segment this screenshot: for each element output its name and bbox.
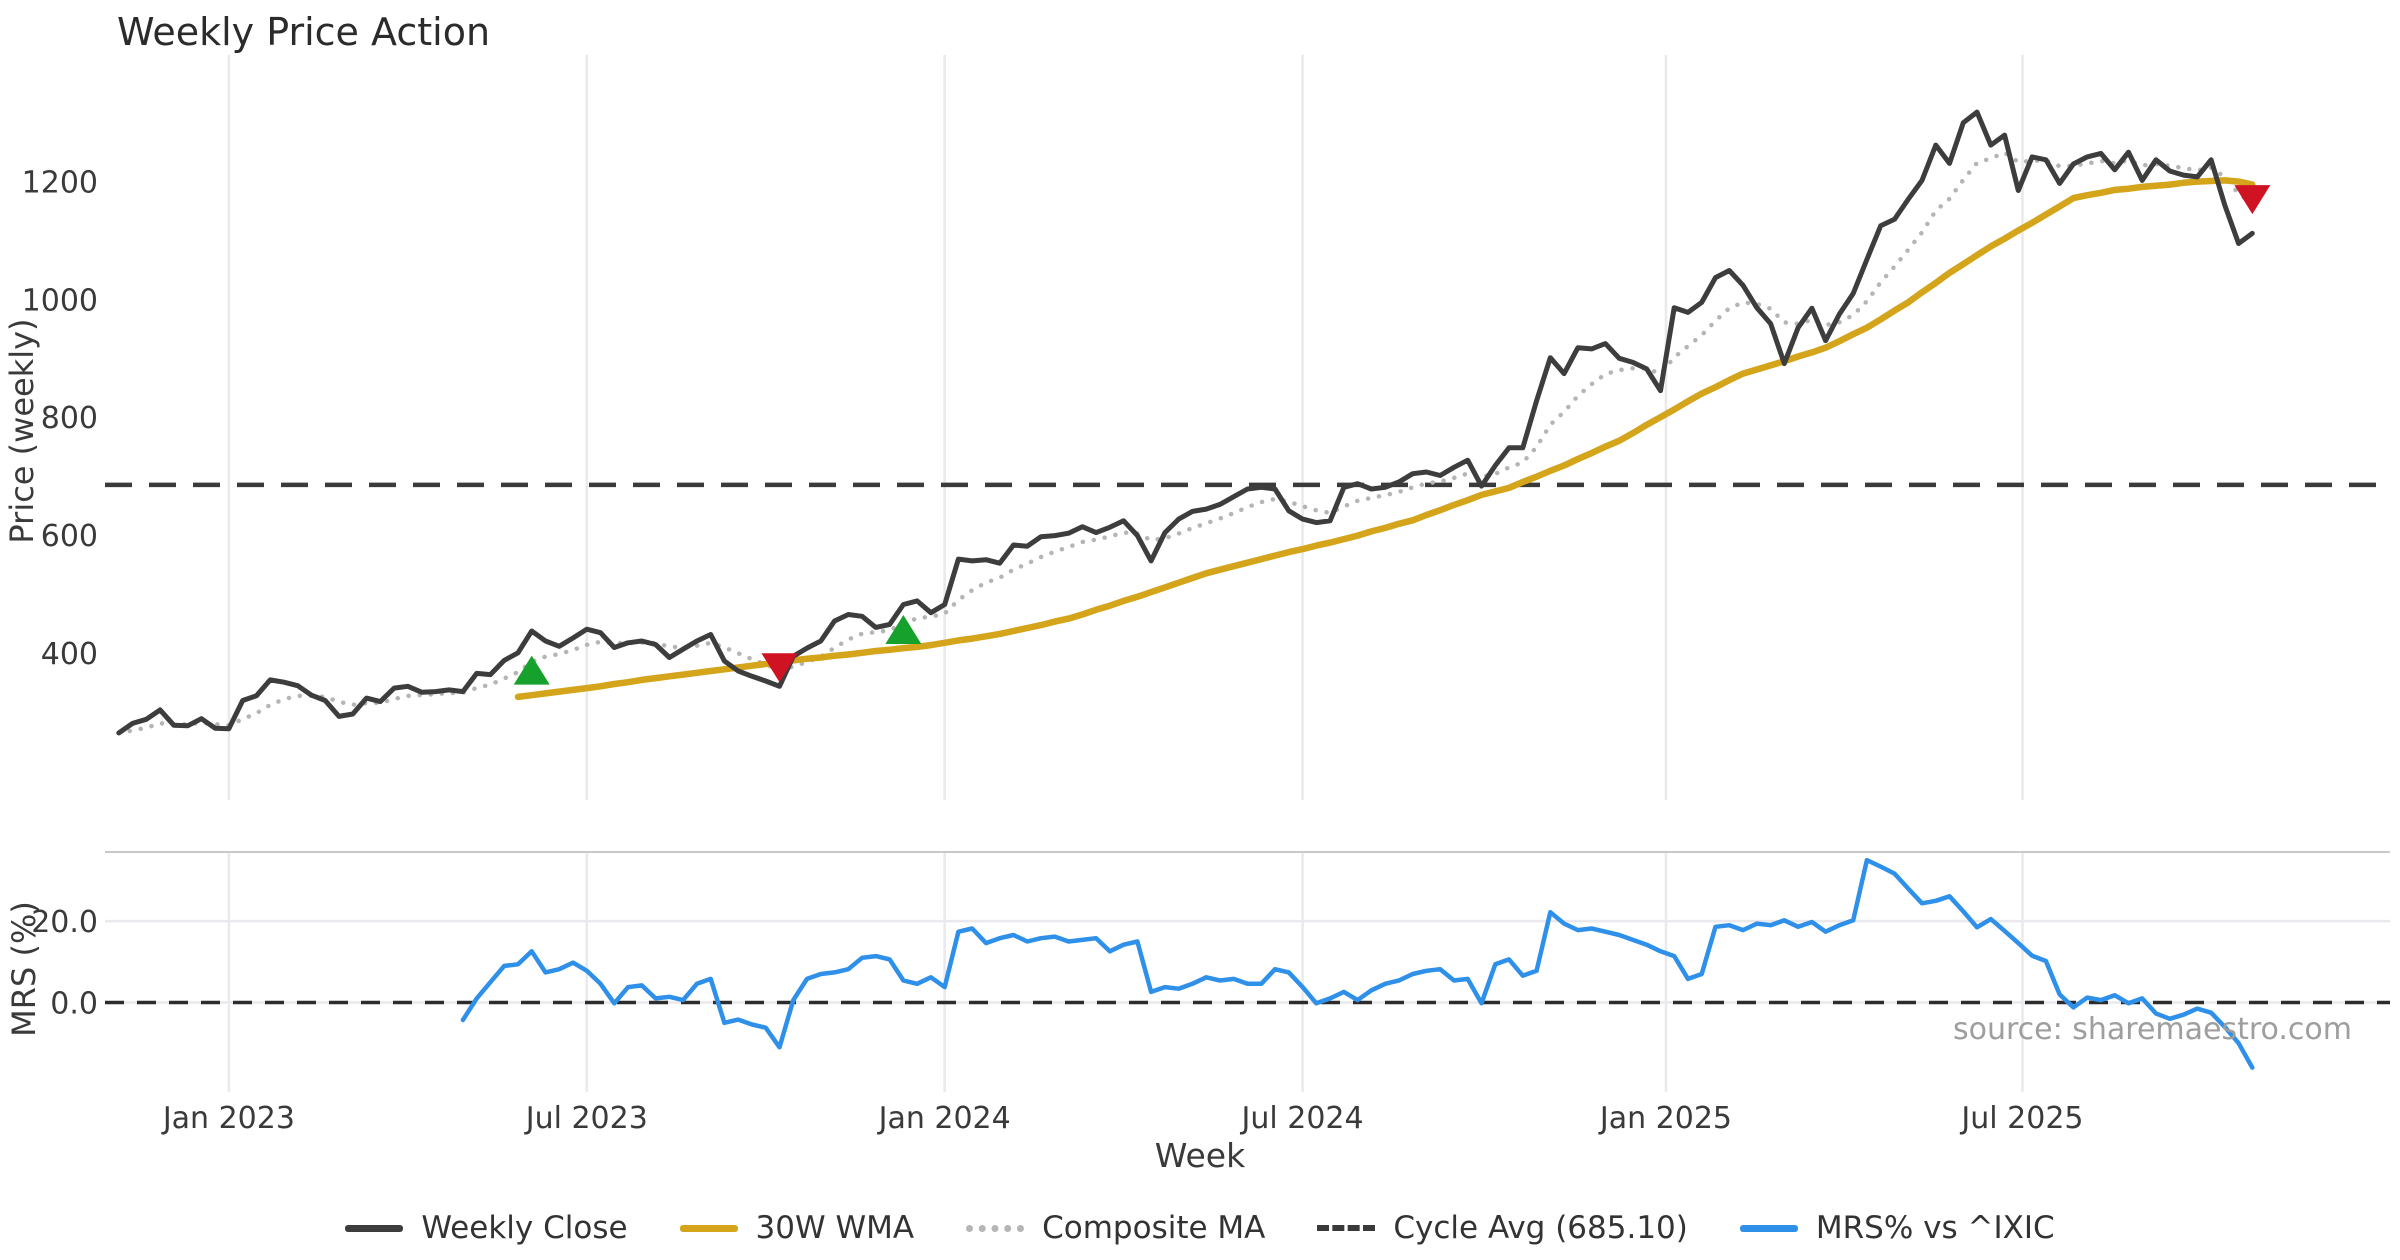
mrs-line [460,857,2255,1070]
buy-signal-marker [885,614,922,644]
legend-item-composite-ma: Composite MA [966,1210,1265,1246]
price-tick-label: 1200 [22,166,98,201]
legend-label: Composite MA [1042,1210,1266,1246]
wma-line [514,177,2256,701]
x-tick-label: Jul 2024 [1240,1101,1364,1136]
price-axis-label: Price (weekly) [3,318,41,544]
legend-swatch-dotted [966,1224,1025,1232]
legend-item-cycle-avg-685-10-: Cycle Avg (685.10) [1317,1210,1688,1246]
x-tick-label: Jan 2023 [161,1101,295,1136]
legend-item-mrs-vs-ixic: MRS% vs ^IXIC [1739,1210,2055,1246]
legend-swatch-solid [1739,1224,1798,1232]
chart-title: Weekly Price Action [117,10,491,54]
price-tick-label: 800 [41,401,98,436]
chart-legend: Weekly Close 30W WMA Composite MA Cycle Avg… [0,1210,2400,1246]
x-tick-label: Jan 2024 [877,1101,1011,1136]
sell-signal-marker [2234,185,2271,215]
source-watermark: source: sharemaestro.com [1953,1012,2352,1047]
price-tick-label: 1000 [22,283,98,318]
x-tick-label: Jul 2023 [524,1101,648,1136]
legend-swatch-solid [679,1224,738,1232]
weekly-close-line [116,109,2255,736]
legend-label: MRS% vs ^IXIC [1815,1210,2055,1246]
legend-item-weekly-close: Weekly Close [345,1210,628,1246]
composite-ma-line [116,150,2255,736]
buy-signal-marker [513,655,550,685]
legend-swatch-solid [345,1224,404,1232]
mrs-tick-label: 20.0 [31,905,98,940]
price-tick-label: 600 [41,519,98,554]
legend-label: 30W WMA [755,1210,915,1246]
legend-label: Cycle Avg (685.10) [1393,1210,1688,1246]
legend-label: Weekly Close [421,1210,628,1246]
price-tick-label: 400 [41,637,98,672]
legend-swatch-dashed [1317,1225,1376,1231]
x-tick-label: Jul 2025 [1959,1101,2083,1136]
sell-signal-marker [761,653,798,683]
mrs-tick-label: 0.0 [50,987,98,1022]
mrs-axis-label: MRS (%) [5,901,43,1037]
x-tick-label: Jan 2025 [1598,1101,1732,1136]
legend-item-30w-wma: 30W WMA [679,1210,915,1246]
week-axis-label: Week [1154,1136,1246,1175]
